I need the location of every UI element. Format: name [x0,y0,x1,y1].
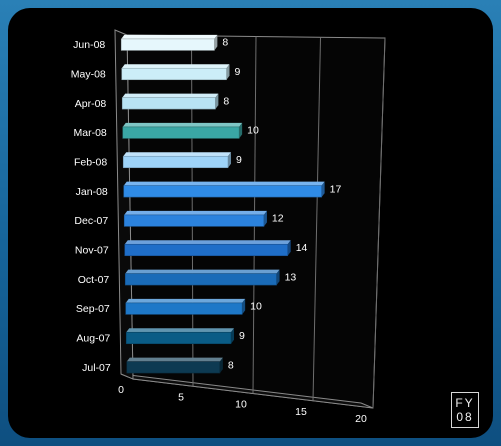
x-tick-label: 5 [178,391,184,403]
data-label: 8 [222,37,228,49]
data-label: 9 [235,66,241,78]
bar-top [126,357,223,362]
bar [123,185,322,198]
x-tick-label: 0 [118,384,124,396]
data-label: 9 [239,330,245,342]
bar-top [125,298,246,303]
data-label: 10 [247,125,259,137]
bar-end-cap [242,298,246,315]
data-label: 8 [228,359,234,371]
bar-chart: 0 5 10 15 20 Jun-08 8 May-08 9 Apr-08 8 Mar-08 10 Feb… [71,29,386,425]
data-label: 17 [330,183,342,195]
bar-top [121,34,218,39]
bar-end-cap [239,122,243,139]
data-label: 13 [285,271,297,283]
bar [125,331,232,345]
plot-side-wall [114,29,134,380]
bar-end-cap [287,240,291,256]
bar-end-cap [219,357,223,374]
category-label: Jul-07 [82,362,111,374]
bar [124,243,289,257]
x-tick-label: 20 [355,413,367,425]
bar-top [124,210,267,215]
bar-top [126,328,235,333]
x-tick-label: 10 [235,399,247,411]
bar-top [125,269,280,274]
category-label: Dec-07 [74,215,108,227]
category-label: Oct-07 [78,274,110,286]
category-label: Feb-08 [74,157,107,169]
gridline [372,37,386,409]
category-label: Aug-07 [76,333,110,345]
data-label: 9 [236,154,242,166]
bar [120,38,215,51]
bar-top [123,181,325,186]
data-label: 10 [250,301,262,313]
data-label: 12 [272,213,284,225]
bar [121,97,216,110]
fiscal-year-badge: FY 08 [451,392,479,428]
bar-top [124,240,291,245]
data-label: 14 [296,242,308,254]
bar-top [122,93,219,98]
bar-top [121,64,230,69]
category-label: Apr-08 [75,98,107,110]
bar-end-cap [321,181,325,198]
category-label: Jan-08 [76,186,108,198]
bar [122,155,229,169]
category-label: Mar-08 [73,127,106,139]
category-label: Nov-07 [75,245,109,257]
bar-end-cap [231,328,235,344]
bar-end-cap [276,269,280,286]
category-label: May-08 [71,69,106,81]
category-label: Jun-08 [73,39,105,51]
bar [124,273,277,286]
badge-line-2: 08 [456,410,474,424]
category-label: Sep-07 [76,303,110,315]
bar-top [122,122,243,127]
data-label: 8 [223,95,229,107]
bar-end-cap [226,64,230,80]
x-tick-label: 15 [295,406,307,418]
bar-end-cap [215,93,219,110]
bar-end-cap [263,210,267,227]
bar-end-cap [228,152,232,168]
gridline [312,37,321,401]
bar [126,361,221,374]
bar [122,126,240,139]
badge-line-1: FY [455,396,475,410]
bar-top [123,152,232,157]
chart-panel: 0 5 10 15 20 Jun-08 8 May-08 9 Apr-08 8 Mar-08 10 Feb… [8,8,493,438]
bar [125,302,243,315]
bar-end-cap [214,34,218,51]
bar [121,67,227,81]
bar [123,214,265,227]
